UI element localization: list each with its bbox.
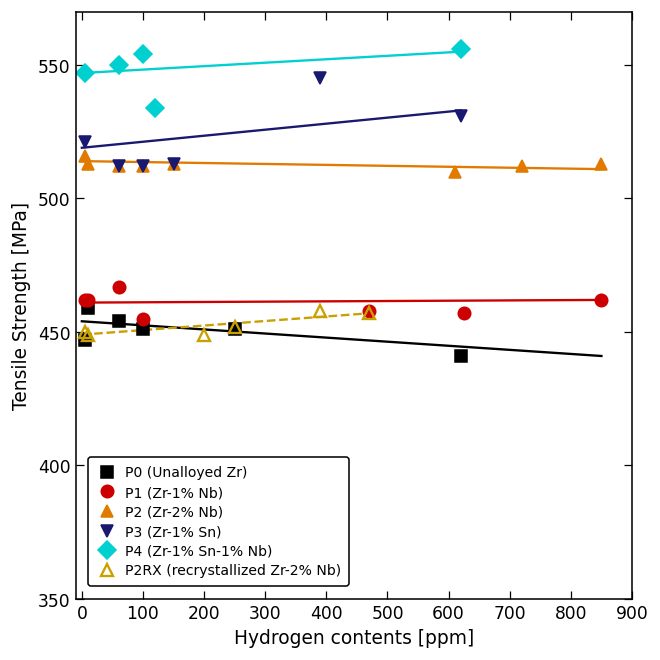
X-axis label: Hydrogen contents [ppm]: Hydrogen contents [ppm] bbox=[234, 628, 473, 647]
Y-axis label: Tensile Strength [MPa]: Tensile Strength [MPa] bbox=[13, 202, 32, 410]
Legend: P0 (Unalloyed Zr), P1 (Zr-1% Nb), P2 (Zr-2% Nb), P3 (Zr-1% Sn), P4 (Zr-1% Sn-1% : P0 (Unalloyed Zr), P1 (Zr-1% Nb), P2 (Zr… bbox=[88, 457, 348, 586]
